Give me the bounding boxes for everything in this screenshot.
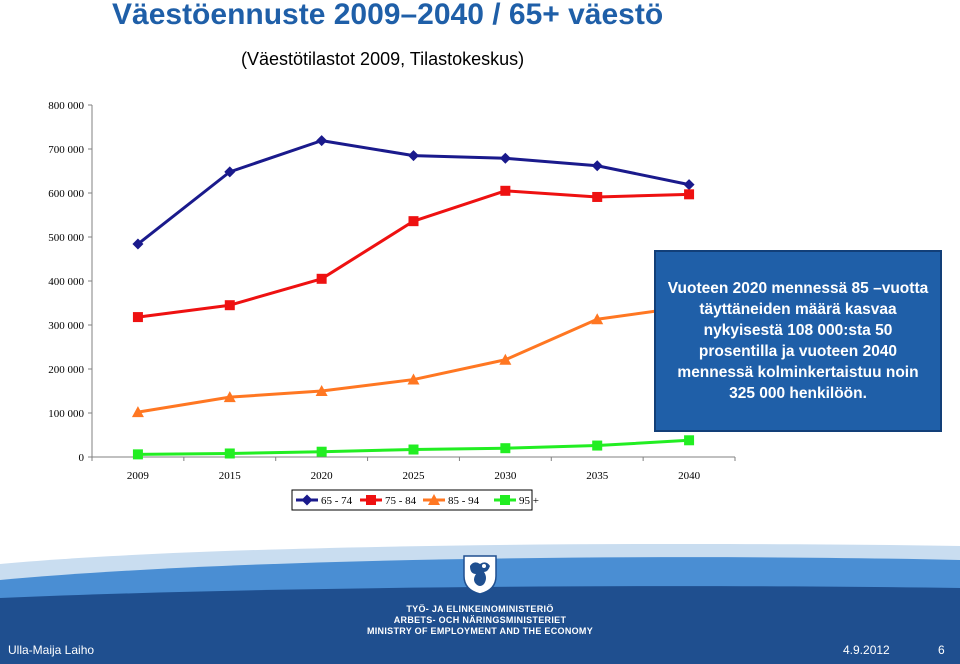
x-tick-label: 2025 [403, 470, 426, 482]
legend-marker-65-74 [301, 494, 313, 506]
footer-page-number: 6 [938, 643, 945, 657]
callout-box: Vuoteen 2020 mennessä 85 –vuotta täyttän… [654, 250, 942, 432]
data-point-85-94 [591, 313, 604, 325]
data-point-95 [224, 448, 235, 459]
legend-marker-75-84 [366, 495, 376, 505]
data-point-95 [500, 443, 511, 454]
y-tick-label: 0 [79, 452, 85, 464]
y-tick-label: 600 000 [48, 188, 84, 200]
data-point-65-74 [408, 150, 419, 162]
data-point-65-74 [683, 179, 695, 191]
data-point-65-74 [132, 238, 144, 250]
y-tick-label: 400 000 [48, 276, 84, 288]
x-tick-label: 2020 [311, 470, 334, 482]
data-point-65-74 [224, 166, 236, 178]
data-point-95 [408, 444, 419, 455]
y-tick-label: 800 000 [48, 100, 84, 112]
data-point-65-74 [591, 160, 603, 172]
slide-subtitle: (Väestötilastot 2009, Tilastokeskus) [241, 49, 525, 69]
data-point-85-94 [499, 353, 512, 365]
data-point-95 [684, 435, 695, 446]
y-tick-label: 700 000 [48, 144, 84, 156]
footer-banner [0, 543, 960, 664]
data-point-75-84 [684, 189, 695, 200]
footer-author: Ulla-Maija Laiho [8, 643, 95, 657]
data-point-75-84 [408, 216, 419, 227]
legend-label-65-74: 65 - 74 [321, 495, 353, 507]
legend-box [291, 489, 533, 511]
lion-crest-icon [463, 555, 497, 595]
x-tick-label: 2040 [678, 470, 701, 482]
x-tick-label: 2035 [586, 470, 609, 482]
data-point-75-84 [592, 191, 603, 202]
ministry-name-fi: TYÖ- JA ELINKEINOMINISTERIÖ [406, 604, 554, 614]
y-tick-label: 300 000 [48, 320, 84, 332]
callout-text: Vuoteen 2020 mennessä 85 –vuotta täyttän… [667, 280, 929, 402]
line-chart: 0 100 000 200 000 300 000 400 000 500 000 600 … [48, 100, 736, 511]
legend-label-85-94: 85 - 94 [448, 495, 480, 507]
ministry-name-sv: ARBETS- OCH NÄRINGSMINISTERIET [393, 615, 567, 625]
data-point-75-84 [316, 273, 327, 284]
data-point-65-74 [316, 135, 328, 147]
data-point-95 [316, 446, 327, 457]
legend-marker-95 [500, 495, 510, 505]
legend-marker-85-94 [428, 494, 440, 505]
footer-wave-dark [0, 586, 960, 664]
y-tick-label: 200 000 [48, 364, 84, 376]
data-point-75-84 [500, 185, 511, 196]
legend-label-75-84: 75 - 84 [385, 495, 417, 507]
x-tick-label: 2009 [127, 470, 150, 482]
ministry-name-en: MINISTRY OF EMPLOYMENT AND THE ECONOMY [366, 626, 594, 636]
data-point-65-74 [499, 152, 511, 164]
data-point-95 [592, 440, 603, 451]
data-point-95 [132, 449, 143, 460]
data-point-85-94 [407, 373, 420, 385]
legend-label-95: 95 + [519, 495, 539, 507]
data-point-85-94 [131, 406, 144, 418]
series-line-75-84 [137, 189, 690, 319]
data-point-85-94 [223, 391, 236, 403]
x-tick-label: 2015 [219, 470, 242, 482]
footer-date: 4.9.2012 [843, 643, 890, 657]
y-tick-label: 500 000 [48, 232, 84, 244]
data-point-85-94 [315, 385, 328, 396]
data-point-75-84 [132, 312, 143, 323]
x-tick-label: 2030 [494, 470, 517, 482]
slide-title: Väestöennuste 2009–2040 / 65+ väestö [112, 0, 664, 31]
data-point-75-84 [224, 300, 235, 311]
series-line-85-94 [137, 305, 690, 414]
y-tick-label: 100 000 [48, 408, 84, 420]
